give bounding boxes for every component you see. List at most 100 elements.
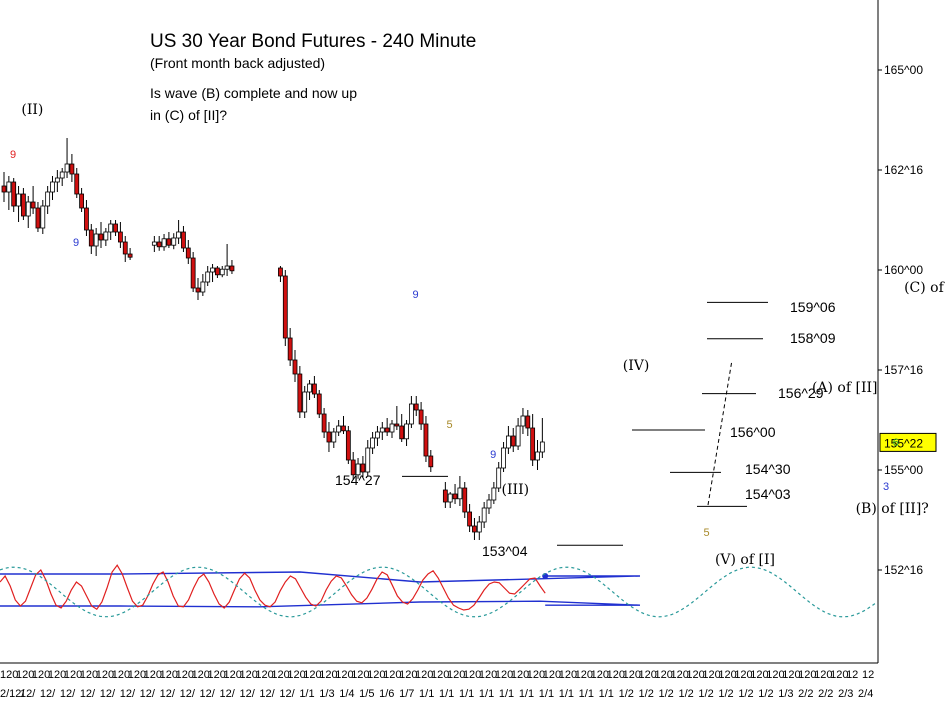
- candle-up: [161, 238, 167, 248]
- price-target-label: 154^30: [745, 461, 791, 477]
- count-label: 9: [10, 149, 16, 161]
- x-tick-label: 120: [335, 669, 353, 681]
- candle-up: [210, 267, 215, 273]
- band-lower: [0, 600, 641, 608]
- x-tick-label: 1/1: [419, 688, 434, 700]
- candle-down: [20, 193, 26, 217]
- candle-up: [64, 163, 70, 173]
- count-label: 6: [893, 437, 899, 449]
- x-tick-label: 12/: [279, 688, 295, 700]
- x-tick-label: 12/: [80, 688, 96, 700]
- candle-up: [476, 521, 482, 533]
- candle-up: [205, 271, 211, 283]
- candle-down: [292, 359, 298, 375]
- question-line-1: Is wave (B) complete and now up: [150, 85, 357, 101]
- candle-down: [530, 427, 536, 461]
- x-tick-label: 120: [686, 669, 704, 681]
- x-tick-label: 120: [223, 669, 241, 681]
- x-tick-label: 2/2: [818, 688, 833, 700]
- candle-up: [491, 487, 497, 501]
- oscillator-red: [0, 564, 546, 611]
- x-tick-label: 120: [0, 669, 18, 681]
- candle-down: [452, 493, 458, 500]
- x-tick-label: 120: [144, 669, 162, 681]
- candle-up: [307, 383, 312, 393]
- candle-up: [54, 177, 60, 183]
- x-tick-label: 120: [479, 669, 497, 681]
- x-tick-label: 12/: [160, 688, 176, 700]
- wave-label: (IV): [623, 358, 650, 374]
- price-target-label: 158^09: [790, 330, 836, 346]
- question-line-2: in (C) of [II]?: [150, 107, 227, 123]
- count-label: 9: [413, 289, 419, 301]
- x-tick-label: 1/2: [639, 688, 654, 700]
- candle-up: [59, 171, 65, 179]
- x-tick-label: 120: [48, 669, 66, 681]
- x-tick-label: 1/2: [758, 688, 773, 700]
- candle-up: [370, 437, 376, 449]
- candle-up: [171, 237, 177, 246]
- x-tick-label: 120: [319, 669, 337, 681]
- candle-down: [278, 267, 283, 277]
- candle-down: [423, 423, 429, 457]
- candle-down: [185, 247, 191, 259]
- x-tick-label: 1/2: [698, 688, 713, 700]
- price-target-label: 156^29: [778, 385, 824, 401]
- count-label: 5: [447, 419, 453, 431]
- y-tick-label: 165^00: [884, 63, 923, 77]
- x-tick-label: 120: [718, 669, 736, 681]
- candle-down: [282, 275, 288, 339]
- x-tick-label: 120: [128, 669, 146, 681]
- candle-up: [404, 423, 409, 440]
- candle-down: [525, 415, 531, 429]
- candle-down: [360, 463, 366, 473]
- candle-down: [127, 253, 133, 258]
- chart-subtitle: (Front month back adjusted): [150, 55, 325, 71]
- candle-down: [428, 455, 434, 468]
- candle-up: [331, 431, 337, 443]
- candle-up: [365, 447, 371, 473]
- x-tick-label: 120: [208, 669, 226, 681]
- x-tick-label: 120: [383, 669, 401, 681]
- price-target-label: 154^27: [335, 472, 381, 488]
- x-tick-label: 120: [655, 669, 673, 681]
- candle-down: [462, 487, 468, 513]
- wave-label: (B) of [II]?: [856, 501, 929, 517]
- candle-down: [195, 287, 201, 293]
- price-target-label: 156^00: [730, 424, 776, 440]
- x-tick-label: 120: [415, 669, 433, 681]
- wave-label: (C) of [II]?: [904, 280, 947, 296]
- candle-up: [103, 231, 109, 241]
- candle-down: [311, 383, 317, 395]
- x-tick-label: 2/2: [798, 688, 813, 700]
- x-tick-label: 1/2: [619, 688, 634, 700]
- x-tick-label: 120: [782, 669, 800, 681]
- candle-down: [113, 223, 118, 233]
- wave-label: (V) of [I]: [715, 552, 775, 568]
- candle-down: [418, 409, 424, 425]
- projection-dashed-line: [707, 359, 733, 506]
- candle-down: [79, 193, 84, 209]
- x-tick-label: 1/2: [678, 688, 693, 700]
- x-tick-label: 120: [463, 669, 481, 681]
- price-target-label: 159^06: [790, 299, 836, 315]
- candle-down: [214, 267, 220, 276]
- candle-up: [486, 499, 492, 509]
- candle-down: [69, 163, 75, 175]
- x-tick-label: 1/7: [399, 688, 414, 700]
- chart-title: US 30 Year Bond Futures - 240 Minute: [150, 31, 476, 52]
- candle-down: [350, 459, 356, 476]
- x-tick-label: 1/1: [299, 688, 314, 700]
- candle-down: [384, 427, 390, 433]
- candle-up: [336, 425, 342, 433]
- y-tick-label: 155^00: [884, 463, 923, 477]
- x-tick-label: 12/: [259, 688, 275, 700]
- candle-up: [505, 435, 511, 449]
- candle-up: [40, 205, 46, 229]
- candle-down: [321, 413, 327, 433]
- candle-up: [108, 223, 114, 233]
- candle-up: [535, 451, 540, 461]
- x-tick-label: 1/1: [479, 688, 494, 700]
- x-tick-label: 120: [814, 669, 832, 681]
